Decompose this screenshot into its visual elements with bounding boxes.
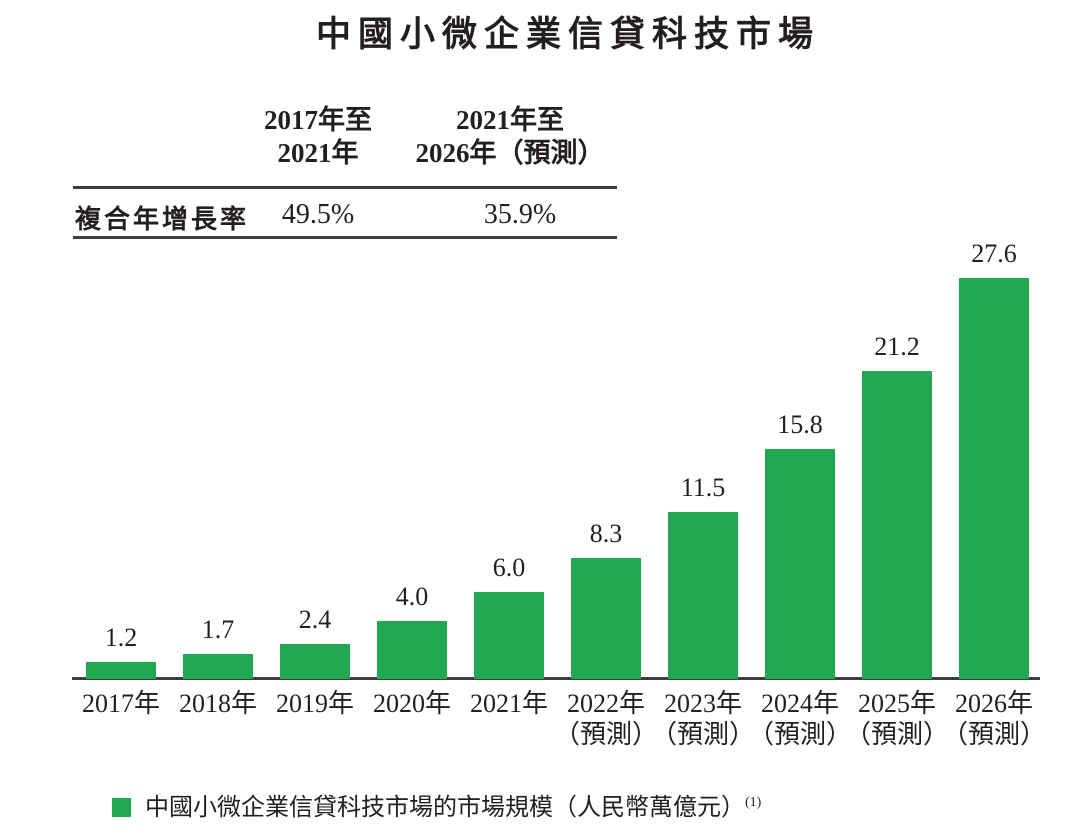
x-axis-label-2022: 2022年 （預測） bbox=[546, 688, 666, 750]
chart-legend: 中國小微企業信貸科技市場的市場規模（人民幣萬億元）(1) bbox=[112, 793, 761, 823]
bar-value-label-2024: 15.8 bbox=[777, 410, 823, 439]
cagr-col-header-2021-2026: 2021年至 2026年（預測） bbox=[380, 104, 640, 170]
bar-2018 bbox=[183, 654, 253, 679]
x-axis-label-year: 2018年 bbox=[178, 689, 257, 718]
bar-value-label-2020: 4.0 bbox=[395, 582, 429, 611]
legend-label: 中國小微企業信貸科技市場的市場規模（人民幣萬億元） bbox=[145, 795, 745, 821]
x-axis-label-year: 2025年 bbox=[857, 689, 936, 718]
x-axis-label-forecast-note: （預測） bbox=[747, 720, 852, 749]
cagr-row-label: 複合年增長率 bbox=[75, 204, 250, 234]
bar-2020 bbox=[377, 621, 447, 679]
bar-value-label-2026: 27.6 bbox=[971, 239, 1017, 268]
x-axis-label-forecast-note: （預測） bbox=[941, 720, 1046, 749]
bar-value-label-2022: 8.3 bbox=[589, 519, 623, 548]
x-axis-label-year: 2021年 bbox=[469, 689, 548, 718]
legend-label-wrap: 中國小微企業信貸科技市場的市場規模（人民幣萬億元）(1) bbox=[145, 793, 761, 823]
bar-value-label-2017: 1.2 bbox=[104, 623, 138, 652]
bar-2019 bbox=[280, 644, 350, 679]
bar-value-label-2023: 11.5 bbox=[680, 473, 726, 502]
x-axis-label-year: 2017年 bbox=[81, 689, 160, 718]
chart-title: 中國小微企業信貸科技市場 bbox=[315, 15, 820, 54]
x-axis-label-2019: 2019年 bbox=[255, 688, 375, 719]
x-axis-line bbox=[72, 677, 1040, 680]
bar-2022 bbox=[571, 558, 641, 679]
bar-2023 bbox=[668, 512, 738, 679]
footnote-ref: (1) bbox=[745, 795, 762, 810]
cagr-col-header-2017-2021-line2: 2021年 bbox=[277, 138, 359, 168]
bar-value-label-2019: 2.4 bbox=[298, 605, 332, 634]
cagr-value-2021-2026: 35.9% bbox=[483, 199, 557, 230]
cagr-col-header-2021-2026-line1: 2021年至 bbox=[456, 105, 564, 135]
cagr-value-2017-2021: 49.5% bbox=[281, 199, 355, 230]
x-axis-label-2017: 2017年 bbox=[61, 688, 181, 719]
cagr-col-header-2017-2021-line1: 2017年至 bbox=[264, 105, 372, 135]
bar-2025 bbox=[862, 371, 932, 679]
x-axis-label-forecast-note: （預測） bbox=[844, 720, 949, 749]
x-axis-label-year: 2022年 bbox=[566, 689, 645, 718]
x-axis-label-year: 2023年 bbox=[663, 689, 742, 718]
bar-2026 bbox=[959, 278, 1029, 679]
x-axis-label-2021: 2021年 bbox=[449, 688, 569, 719]
x-axis-label-2025: 2025年 （預測） bbox=[837, 688, 957, 750]
x-axis-label-2024: 2024年 （預測） bbox=[740, 688, 860, 750]
x-axis-label-forecast-note: （預測） bbox=[650, 720, 755, 749]
cagr-table: 2017年至 2021年 2021年至 2026年（預測） 複合年增長率 49.… bbox=[73, 104, 617, 244]
cagr-col-header-2021-2026-line2: 2026年（預測） bbox=[415, 138, 605, 168]
bar-2021 bbox=[474, 592, 544, 679]
table-rule-bottom bbox=[73, 236, 617, 239]
x-axis-label-year: 2024年 bbox=[760, 689, 839, 718]
x-axis-label-2026: 2026年 （預測） bbox=[934, 688, 1054, 750]
bar-value-label-2018: 1.7 bbox=[201, 615, 235, 644]
legend-swatch bbox=[112, 798, 131, 817]
x-axis-label-2023: 2023年 （預測） bbox=[643, 688, 763, 750]
bar-value-label-2021: 6.0 bbox=[492, 553, 526, 582]
x-axis-label-year: 2019年 bbox=[275, 689, 354, 718]
bar-value-label-2025: 21.2 bbox=[874, 332, 920, 361]
x-axis-label-forecast-note: （預測） bbox=[553, 720, 658, 749]
x-axis-label-2020: 2020年 bbox=[352, 688, 472, 719]
bar-plot: 1.2 2017年 1.7 2018年 2.4 2019年 4.0 2020年 6.0 2021年… bbox=[0, 239, 1080, 749]
table-rule-top bbox=[73, 186, 617, 189]
bar-2024 bbox=[765, 449, 835, 679]
bar-2017 bbox=[86, 662, 156, 679]
x-axis-label-2018: 2018年 bbox=[158, 688, 278, 719]
x-axis-label-year: 2020年 bbox=[372, 689, 451, 718]
x-axis-label-year: 2026年 bbox=[954, 689, 1033, 718]
cagr-col-header-2017-2021: 2017年至 2021年 bbox=[208, 104, 428, 170]
